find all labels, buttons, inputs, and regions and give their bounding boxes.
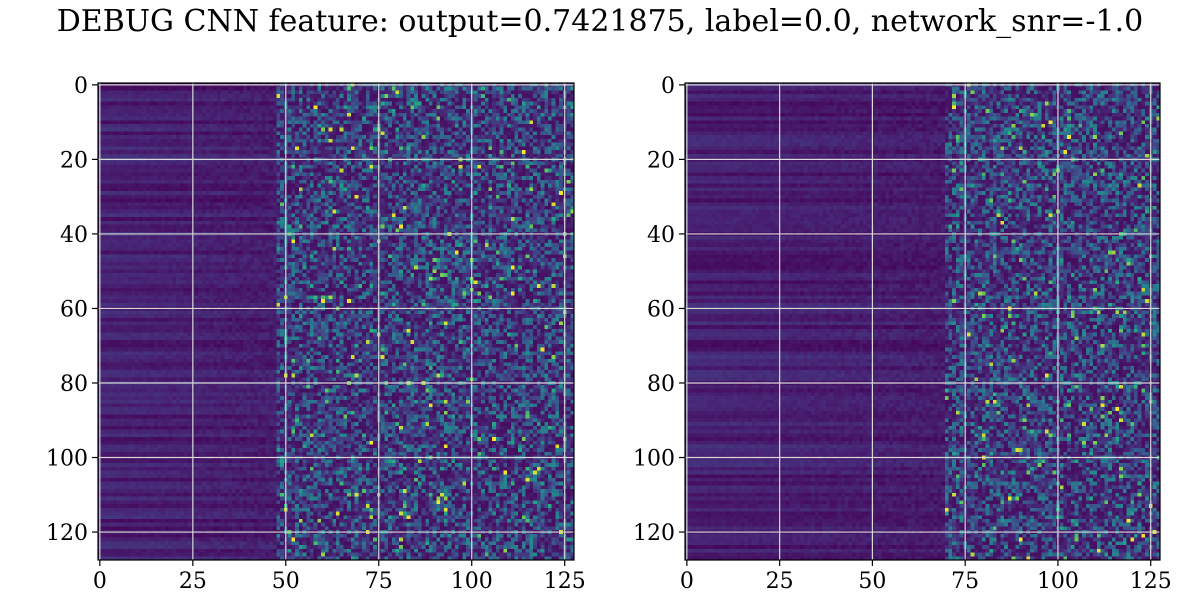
y-tick-label: 0 xyxy=(661,74,675,99)
x-tick-label: 125 xyxy=(544,569,586,594)
y-tick-label: 20 xyxy=(647,148,675,173)
y-tick-label: 100 xyxy=(633,447,675,472)
heatmap-panel-1: 0 25 50 75 100 125 0 20 40 60 80 100 120 xyxy=(46,74,586,594)
y-tick-label: 80 xyxy=(647,372,675,397)
heatmap-cells xyxy=(685,83,1160,560)
x-tick-label: 0 xyxy=(93,569,107,594)
y-tick-label: 120 xyxy=(633,521,675,546)
y-tick-label: 120 xyxy=(46,521,88,546)
y-tick-label: 60 xyxy=(60,297,88,322)
figure-title: DEBUG CNN feature: output=0.7421875, lab… xyxy=(56,4,1144,39)
x-tick-label: 75 xyxy=(365,569,393,594)
x-tick-label: 100 xyxy=(1037,569,1079,594)
x-tick-label: 25 xyxy=(179,569,207,594)
x-tick-label: 125 xyxy=(1130,569,1172,594)
y-tick-label: 80 xyxy=(60,372,88,397)
axes-frame xyxy=(684,82,1161,561)
heatmap-panel-2: 0 25 50 75 100 125 0 20 40 60 80 100 120 xyxy=(633,74,1172,594)
y-tick-label: 60 xyxy=(647,297,675,322)
y-tick-label: 20 xyxy=(60,148,88,173)
y-tick-label: 0 xyxy=(74,74,88,99)
axes-frame xyxy=(97,82,575,561)
x-tick-label: 75 xyxy=(951,569,979,594)
y-tick-label: 100 xyxy=(46,447,88,472)
y-tick-label: 40 xyxy=(647,223,675,248)
x-tick-label: 50 xyxy=(858,569,886,594)
y-tick-label: 40 xyxy=(60,223,88,248)
x-tick-label: 50 xyxy=(272,569,300,594)
x-tick-label: 0 xyxy=(680,569,694,594)
heatmap-cells xyxy=(98,83,574,560)
x-tick-label: 25 xyxy=(766,569,794,594)
x-tick-label: 100 xyxy=(451,569,493,594)
